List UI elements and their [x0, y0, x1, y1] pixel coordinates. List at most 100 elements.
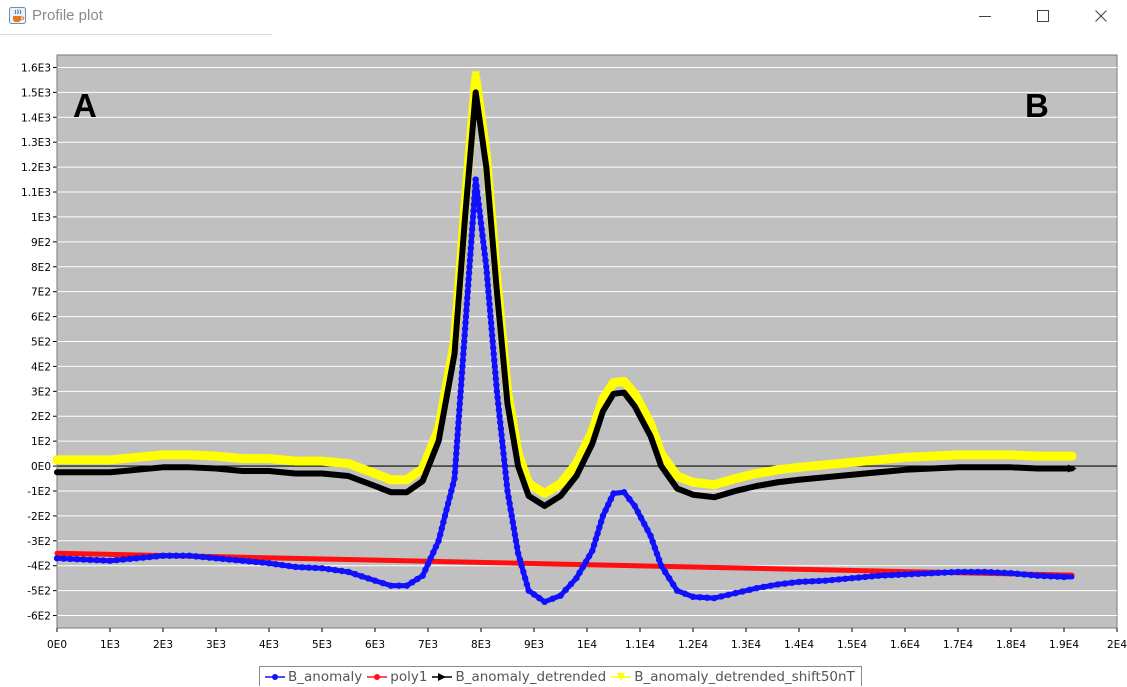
- data-point: [651, 544, 659, 551]
- title-bar[interactable]: Profile plot: [0, 0, 1127, 34]
- data-point: [485, 288, 492, 295]
- data-point: [673, 587, 681, 594]
- data-point: [974, 568, 982, 576]
- maximize-button[interactable]: [1020, 0, 1066, 32]
- y-tick-label: 1.2E3: [21, 162, 51, 174]
- data-point: [888, 571, 895, 579]
- data-point: [802, 578, 809, 585]
- data-point: [1014, 570, 1021, 578]
- legend-label: B_anomaly_detrended: [455, 668, 607, 685]
- data-point: [432, 543, 440, 550]
- data-point: [469, 219, 476, 227]
- legend-label: poly1: [390, 668, 428, 685]
- x-tick-label: 0E0: [47, 639, 67, 651]
- data-point: [760, 583, 767, 591]
- data-point: [493, 388, 501, 395]
- data-point: [661, 568, 669, 576]
- data-point: [265, 560, 273, 567]
- data-point: [582, 558, 590, 565]
- data-point: [516, 556, 524, 563]
- data-point: [173, 552, 180, 559]
- data-point: [53, 555, 61, 562]
- data-point: [443, 506, 450, 513]
- data-point: [464, 294, 471, 302]
- data-point: [620, 489, 628, 496]
- data-point: [80, 556, 87, 563]
- data-point: [499, 444, 507, 451]
- y-tick-label: 1.1E3: [21, 187, 51, 199]
- data-point: [455, 413, 463, 420]
- legend-label: B_anomaly_detrended_shift50nT: [634, 668, 855, 685]
- data-point: [795, 578, 803, 586]
- data-point: [446, 494, 453, 501]
- y-axis: -6E2 -5E2 -4E2 -3E2 -2E2 -1E2 0E0 1E2 2E2 3E2 4E2 5…: [21, 55, 58, 628]
- x-tick-label: 1E3: [100, 639, 120, 651]
- data-point: [403, 582, 410, 589]
- data-point: [113, 556, 120, 564]
- data-point: [855, 574, 862, 581]
- data-point: [681, 590, 689, 597]
- data-point: [463, 307, 470, 314]
- close-button[interactable]: [1078, 0, 1124, 32]
- data-point: [480, 238, 487, 246]
- data-point: [60, 555, 67, 562]
- data-point: [449, 481, 457, 488]
- data-point: [599, 512, 607, 520]
- data-point: [502, 475, 510, 482]
- data-point: [525, 587, 532, 594]
- y-tick-label: -3E2: [27, 536, 51, 548]
- legend-item-B_anomaly: B_anomaly: [263, 669, 362, 685]
- data-point: [809, 578, 816, 585]
- data-point: [669, 581, 677, 588]
- data-point: [285, 562, 293, 570]
- data-point: [408, 579, 416, 586]
- data-point: [658, 562, 665, 569]
- data-point: [462, 319, 469, 327]
- data-point: [460, 344, 467, 351]
- y-tick-label: 1E2: [31, 436, 51, 448]
- data-point: [448, 487, 455, 495]
- data-point: [456, 400, 463, 407]
- data-point: [484, 282, 492, 289]
- data-point: [605, 501, 612, 508]
- y-tick-label: -1E2: [27, 486, 51, 498]
- data-point: [395, 582, 403, 589]
- data-point: [212, 555, 220, 562]
- data-point: [298, 564, 306, 571]
- x-tick-label: 2E4: [1107, 639, 1127, 651]
- data-point: [1060, 573, 1068, 581]
- data-point: [503, 481, 511, 488]
- data-point: [862, 573, 869, 581]
- data-point: [452, 462, 459, 470]
- data-point: [562, 586, 569, 593]
- y-tick-label: 5E2: [31, 337, 51, 349]
- data-point: [438, 525, 445, 532]
- data-point: [139, 554, 147, 561]
- data-point: [941, 569, 948, 576]
- data-point: [509, 518, 516, 526]
- data-point: [455, 419, 462, 426]
- data-point: [718, 593, 725, 600]
- minimize-button[interactable]: [962, 0, 1008, 32]
- data-point: [541, 598, 548, 606]
- data-point: [1040, 572, 1048, 580]
- data-point: [499, 437, 506, 445]
- series-B_anomaly_detrended: [54, 89, 1077, 509]
- data-point: [461, 325, 469, 333]
- data-point: [146, 553, 153, 561]
- data-point: [465, 269, 473, 277]
- data-point: [487, 319, 495, 327]
- data-point: [379, 579, 387, 587]
- data-point: [1001, 569, 1008, 577]
- y-tick-label: 1.3E3: [21, 137, 51, 149]
- data-point: [549, 595, 556, 602]
- data-point: [895, 571, 902, 578]
- data-point: [576, 569, 583, 576]
- data-point: [610, 490, 617, 497]
- data-point: [199, 553, 206, 561]
- y-tick-label: 1.5E3: [21, 87, 51, 99]
- data-point: [901, 571, 909, 578]
- data-point: [655, 556, 663, 563]
